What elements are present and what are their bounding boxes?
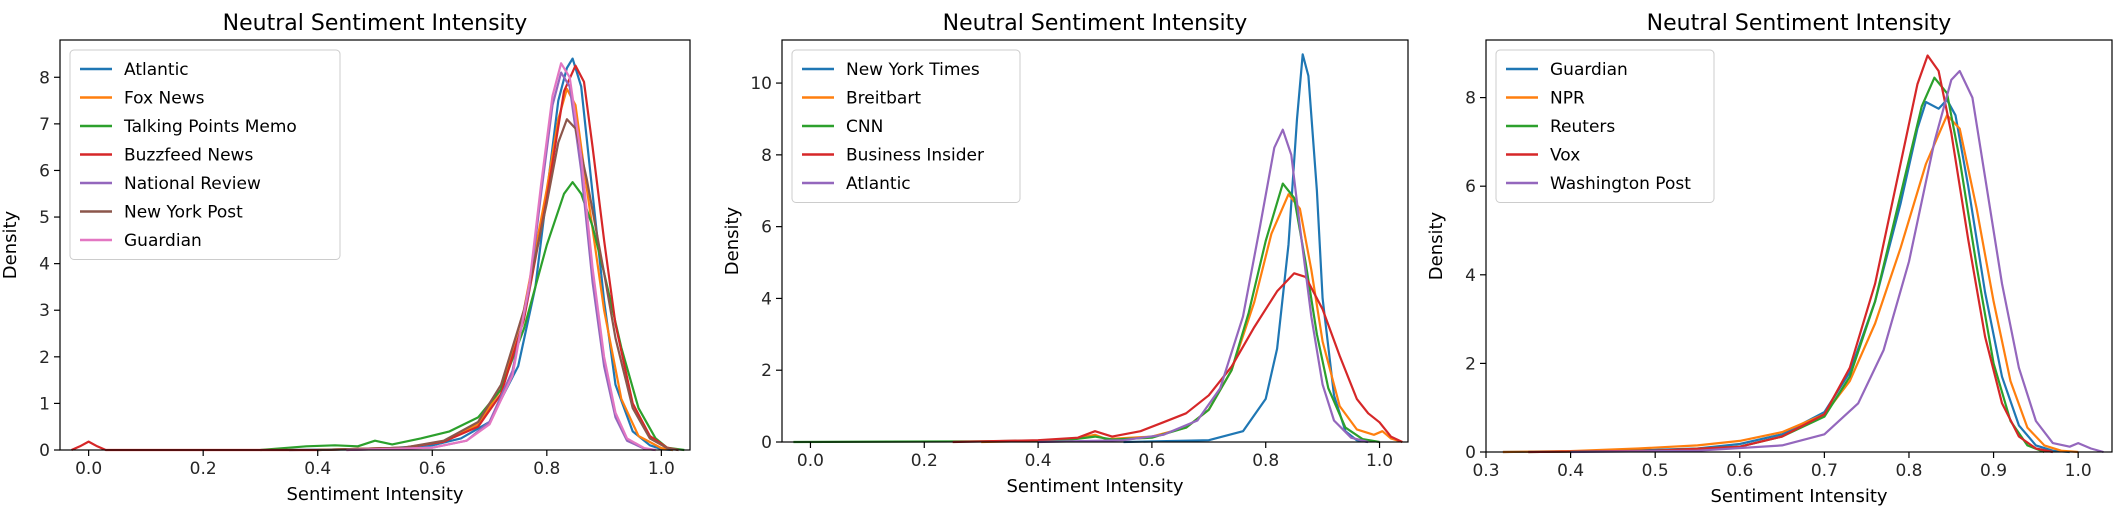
series-line-3-4: [1528, 54, 2054, 454]
axes-frame: [781, 39, 1409, 443]
chart-title: Neutral Sentiment Intensity: [1647, 11, 1952, 36]
series-line-3-1: [1502, 98, 2070, 454]
legend: New York Times Breitbart CNN Business Insid…: [791, 49, 1021, 203]
legend-label: Vox: [1550, 146, 1580, 166]
y-tick-label: 10: [750, 74, 772, 94]
y-tick-label: 2: [761, 361, 772, 381]
y-tick-label: 5: [39, 208, 50, 228]
legend-label: Buzzfeed News: [124, 146, 253, 166]
x-tick-label: 0.9: [1980, 461, 2007, 481]
x-tick-label: 0.2: [911, 451, 938, 471]
chart-title: Neutral Sentiment Intensity: [943, 11, 1248, 36]
chart-panel-1: 0.0 0.2 0.4 0.6 0.8 1.0 0 1 2 3 4 5 6 7 8 Neutral Senti…: [0, 11, 691, 505]
x-tick-label: 0.7: [1811, 461, 1838, 481]
y-tick-label: 4: [39, 255, 50, 275]
legend: Atlantic Fox News Talking Points Memo Buzzf…: [69, 49, 341, 260]
x-tick-label: 1.0: [2065, 461, 2092, 481]
legend-label: Fox News: [124, 89, 205, 109]
y-axis-label: Density: [722, 206, 743, 275]
y-axis-label: Density: [1426, 211, 1447, 280]
x-tick-label: 0.6: [1138, 451, 1165, 471]
x-tick-label: 0.5: [1642, 461, 1669, 481]
x-tick-label: 0.4: [304, 459, 331, 479]
x-tick-label: 0.6: [419, 459, 446, 479]
y-tick-label: 3: [39, 301, 50, 321]
series-line-2-2: [981, 193, 1403, 444]
legend-box: [69, 49, 341, 260]
x-tick-label: 0.8: [1895, 461, 1922, 481]
series-line-1-5: [346, 71, 656, 452]
y-tick-label: 7: [39, 115, 50, 135]
y-tick-label: 4: [1465, 266, 1476, 286]
legend-label: Reuters: [1550, 117, 1615, 137]
series-line-2-3: [793, 182, 1380, 444]
y-tick-label: 1: [39, 394, 50, 414]
y-tick-label: 0: [1465, 443, 1476, 463]
legend-label: Guardian: [124, 231, 202, 251]
y-tick-label: 8: [761, 146, 772, 166]
legend-label: National Review: [124, 174, 261, 194]
x-tick-label: 1.0: [1366, 451, 1393, 471]
y-tick-label: 2: [1465, 354, 1476, 374]
legend: Guardian NPR Reuters Vox Washington Post: [1495, 49, 1715, 203]
y-tick-label: 6: [1465, 177, 1476, 197]
x-tick-label: 0.0: [797, 451, 824, 471]
legend-label: CNN: [846, 117, 883, 137]
y-tick-label: 0: [39, 441, 50, 461]
legend-label: Talking Points Memo: [123, 117, 297, 137]
x-axis-label: Sentiment Intensity: [286, 484, 463, 505]
series-line-1-6: [317, 118, 679, 452]
series-line-1-7: [346, 62, 656, 452]
series-line-3-5: [1570, 69, 2104, 454]
series-line-1-3: [260, 181, 685, 452]
series-line-3-2: [1502, 114, 2079, 454]
series-line-2-4: [952, 272, 1403, 444]
x-tick-label: 0.8: [533, 459, 560, 479]
legend-box: [1495, 49, 1715, 203]
legend-label: Atlantic: [846, 174, 911, 194]
y-tick-label: 6: [39, 161, 50, 181]
legend-label: Breitbart: [846, 89, 921, 109]
x-axis-label: Sentiment Intensity: [1006, 476, 1183, 497]
y-tick-label: 6: [761, 218, 772, 238]
x-tick-label: 0.4: [1025, 451, 1052, 471]
legend-label: New York Post: [124, 203, 243, 223]
series-line-2-1: [1123, 53, 1369, 444]
chart-panel-3: 0.3 0.4 0.5 0.6 0.7 0.8 0.9 1.0 0 2 4 6 8 Neutral Sen…: [1426, 11, 2113, 507]
legend-label: Washington Post: [1550, 174, 1691, 194]
chart-title: Neutral Sentiment Intensity: [223, 11, 528, 36]
x-tick-label: 0.0: [75, 459, 102, 479]
x-tick-label: 0.2: [190, 459, 217, 479]
legend-label: NPR: [1550, 89, 1585, 109]
x-tick-label: 1.0: [648, 459, 675, 479]
axes-frame: [59, 39, 691, 451]
x-axis-label: Sentiment Intensity: [1710, 486, 1887, 507]
y-tick-label: 0: [761, 433, 772, 453]
legend-label: New York Times: [846, 60, 980, 80]
legend-label: Business Insider: [846, 146, 984, 166]
axes-frame: [1485, 39, 2113, 453]
legend-label: Atlantic: [124, 60, 189, 80]
y-tick-label: 8: [39, 68, 50, 88]
y-tick-label: 4: [761, 289, 772, 309]
y-tick-label: 8: [1465, 89, 1476, 109]
legend-label: Guardian: [1550, 60, 1628, 80]
x-tick-label: 0.6: [1726, 461, 1753, 481]
y-tick-label: 2: [39, 348, 50, 368]
chart-panel-2: 0.0 0.2 0.4 0.6 0.8 1.0 0 2 4 6 8 10 Neutral Sentime…: [722, 11, 1409, 497]
x-tick-label: 0.3: [1472, 461, 1499, 481]
series-line-1-1: [289, 57, 673, 452]
y-axis-label: Density: [0, 210, 21, 279]
legend-box: [791, 49, 1021, 203]
series-line-2-5: [1038, 128, 1369, 444]
x-tick-label: 0.8: [1252, 451, 1279, 471]
x-tick-label: 0.4: [1557, 461, 1584, 481]
